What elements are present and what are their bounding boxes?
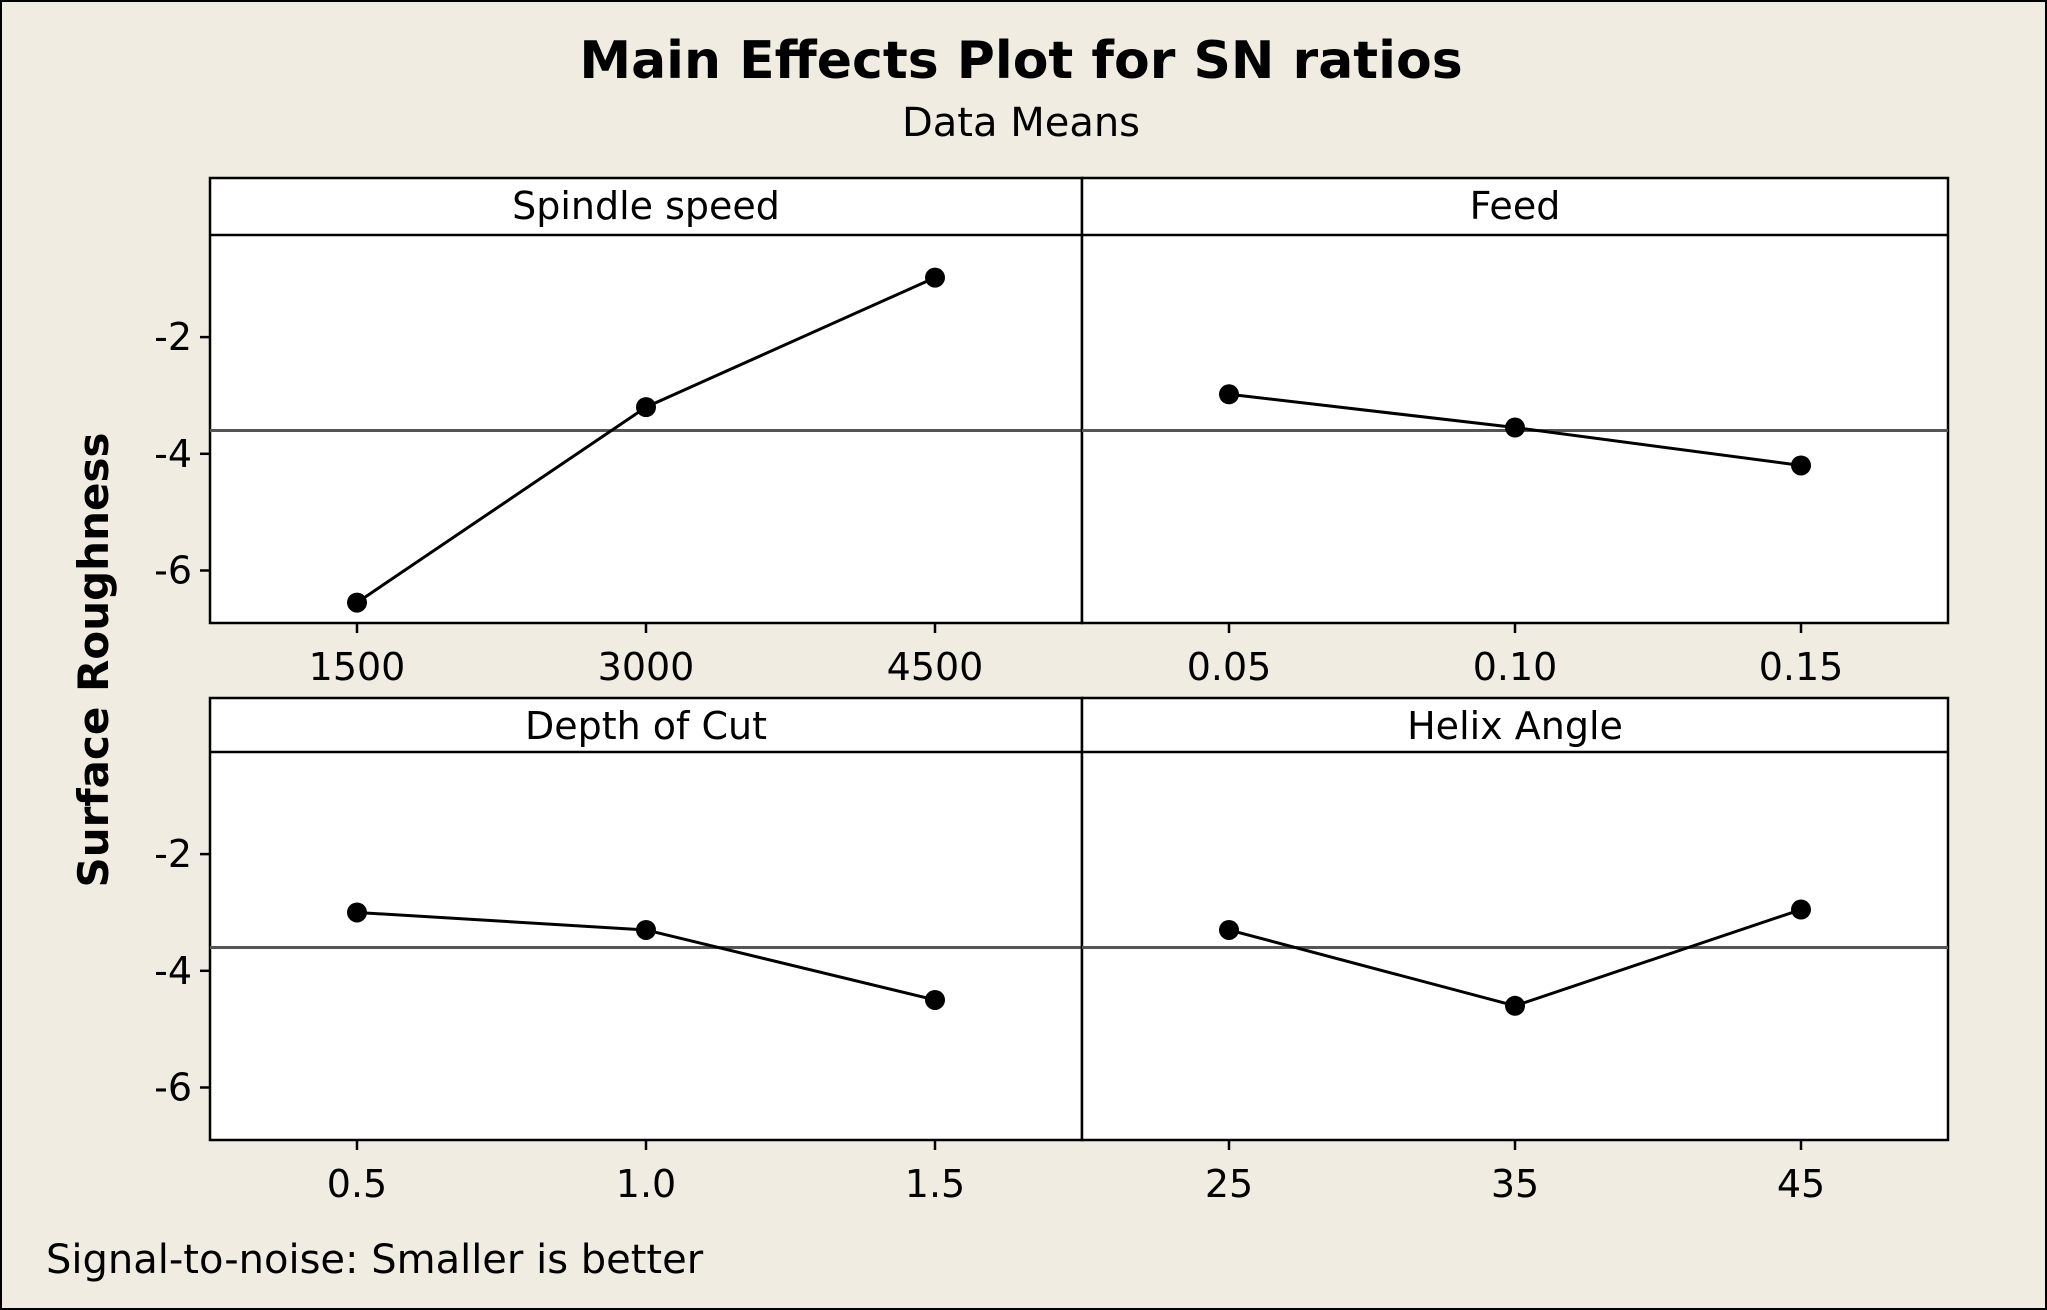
panel-helix-angle [1080,696,1950,1142]
data-point-spindle-speed-0 [347,592,367,613]
data-point-helix-angle-0 [1219,919,1239,940]
chart-title: Main Effects Plot for SN ratios [579,31,1462,91]
x-tick-label-helix-angle-1: 35 [1491,1162,1539,1206]
x-tick-label-feed-1: 0.10 [1473,645,1558,689]
x-tick-label-helix-angle-2: 45 [1777,1162,1825,1206]
data-point-depth-of-cut-1 [636,919,656,940]
x-tick-label-helix-angle-0: 25 [1205,1162,1253,1206]
data-point-helix-angle-1 [1505,995,1525,1016]
panel-feed [1080,176,1950,625]
x-tick-label-spindle-speed-2: 4500 [887,645,984,689]
data-point-spindle-speed-2 [925,267,945,288]
x-tick-label-feed-0: 0.05 [1187,645,1272,689]
x-tick-label-depth-of-cut-2: 1.5 [905,1162,965,1206]
x-tick-label-depth-of-cut-0: 0.5 [327,1162,387,1206]
x-tick-label-spindle-speed-0: 1500 [309,645,406,689]
data-point-feed-0 [1219,384,1239,405]
x-tick-label-spindle-speed-1: 3000 [598,645,695,689]
y-tick-label-depth-of-cut-1: -4 [154,949,192,993]
data-point-feed-2 [1791,455,1811,476]
strip-label-feed: Feed [1470,184,1561,228]
strip-label-spindle-speed: Spindle speed [512,184,780,228]
footnote: Signal-to-noise: Smaller is better [46,1237,704,1283]
y-tick-label-spindle-speed-2: -6 [154,548,192,592]
y-tick-label-spindle-speed-1: -4 [154,432,192,476]
x-tick-label-feed-2: 0.15 [1759,645,1844,689]
data-point-helix-angle-2 [1791,899,1811,920]
strip-label-helix-angle: Helix Angle [1407,704,1623,748]
panel-depth-of-cut [208,696,1084,1142]
y-tick-label-depth-of-cut-0: -2 [154,832,192,876]
data-point-spindle-speed-1 [636,397,656,418]
data-point-depth-of-cut-0 [347,902,367,923]
panels-layer: Spindle speed 1500 3000 4500 -2 -4 -6 Feed 0.05 0… [154,176,1950,1206]
strip-label-depth-of-cut: Depth of Cut [525,704,767,748]
y-tick-label-spindle-speed-0: -2 [154,315,192,359]
x-tick-label-depth-of-cut-1: 1.0 [616,1162,676,1206]
y-tick-label-depth-of-cut-2: -6 [154,1065,192,1109]
y-axis-label: Surface Roughness [69,433,118,888]
data-point-feed-1 [1505,417,1525,438]
data-point-depth-of-cut-2 [925,989,945,1010]
chart-subtitle: Data Means [902,100,1140,146]
